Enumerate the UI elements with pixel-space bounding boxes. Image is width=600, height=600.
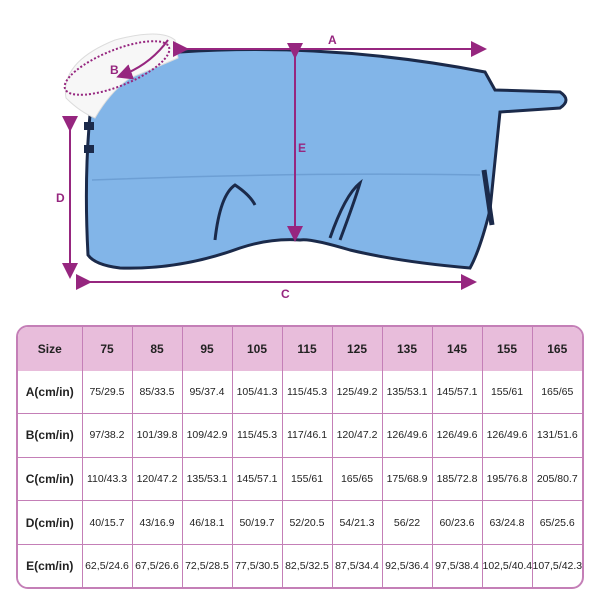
table-cell: 43/16.9 — [131, 500, 183, 546]
size-column-header: 75 — [81, 327, 133, 371]
table-row: C(cm/in) 110/43.3 120/47.2 135/53.1 145/57.1… — [18, 456, 582, 502]
table-cell: 125/49.2 — [331, 371, 383, 414]
table-cell: 175/68.9 — [381, 456, 433, 502]
row-label: E(cm/in) — [18, 544, 83, 587]
header-row: Size 75 85 95 105 115 125 135 145 155 165 — [18, 327, 582, 371]
table-cell: 195/76.8 — [481, 456, 533, 502]
table-cell: 102,5/40.4 — [481, 544, 533, 587]
table-cell: 72,5/28.5 — [181, 544, 233, 587]
table-row: B(cm/in) 97/38.2 101/39.8 109/42.9 115/45.3 1… — [18, 412, 582, 458]
table-cell: 46/18.1 — [181, 500, 233, 546]
belly-strap-right — [328, 178, 363, 241]
size-chart-table: Size 75 85 95 105 115 125 135 145 155 165 A(cm/in… — [16, 325, 584, 589]
label-c: C — [281, 287, 290, 301]
table-cell: 135/53.1 — [381, 371, 433, 414]
table-cell: 67,5/26.6 — [131, 544, 183, 587]
table-cell: 155/61 — [281, 456, 333, 502]
table-cell: 97,5/38.4 — [431, 544, 483, 587]
label-b: B — [110, 63, 119, 77]
table-cell: 65/25.6 — [531, 500, 582, 546]
table-cell: 115/45.3 — [231, 412, 283, 458]
table-cell: 50/19.7 — [231, 500, 283, 546]
table-cell: 145/57.1 — [431, 371, 483, 414]
table-cell: 135/53.1 — [181, 456, 233, 502]
size-column-header: 115 — [281, 327, 333, 371]
table-cell: 120/47.2 — [331, 412, 383, 458]
table-cell: 126/49.6 — [481, 412, 533, 458]
table-cell: 52/20.5 — [281, 500, 333, 546]
table-cell: 60/23.6 — [431, 500, 483, 546]
table-cell: 107,5/42.3 — [531, 544, 582, 587]
blanket-body — [84, 48, 568, 270]
table-cell: 87,5/34.4 — [331, 544, 383, 587]
size-column-header: 135 — [381, 327, 433, 371]
size-column-header: 85 — [131, 327, 183, 371]
table-cell: 82,5/32.5 — [281, 544, 333, 587]
table-cell: 92,5/36.4 — [381, 544, 433, 587]
table-cell: 115/45.3 — [281, 371, 333, 414]
table-cell: 165/65 — [531, 371, 582, 414]
table-cell: 63/24.8 — [481, 500, 533, 546]
size-header: Size — [18, 327, 83, 371]
table-cell: 126/49.6 — [431, 412, 483, 458]
label-a: A — [328, 33, 337, 47]
table-cell: 205/80.7 — [531, 456, 582, 502]
table-cell: 185/72.8 — [431, 456, 483, 502]
size-column-header: 105 — [231, 327, 283, 371]
table-cell: 110/43.3 — [81, 456, 133, 502]
chest-buckle — [84, 122, 94, 130]
measure-b-ellipse — [63, 40, 171, 96]
table-cell: 56/22 — [381, 500, 433, 546]
table-cell: 117/46.1 — [281, 412, 333, 458]
table-cell: 109/42.9 — [181, 412, 233, 458]
table-cell: 97/38.2 — [81, 412, 133, 458]
table-cell: 95/37.4 — [181, 371, 233, 414]
label-e: E — [298, 141, 306, 155]
row-label: B(cm/in) — [18, 412, 83, 458]
size-column-header: 165 — [531, 327, 582, 371]
size-column-header: 125 — [331, 327, 383, 371]
horse-blanket-diagram: A B C D E — [56, 33, 568, 301]
measure-b-arrow — [116, 39, 169, 80]
size-column-header: 145 — [431, 327, 483, 371]
blanket-image — [64, 33, 568, 270]
table-cell: 165/65 — [331, 456, 383, 502]
table-cell: 126/49.6 — [381, 412, 433, 458]
table-row: D(cm/in) 40/15.7 43/16.9 46/18.1 50/19.7 52/2… — [18, 500, 582, 546]
chest-buckle — [84, 145, 94, 153]
table-cell: 62,5/24.6 — [81, 544, 133, 587]
table-row: A(cm/in) 75/29.5 85/33.5 95/37.4 105/41.3 115… — [18, 371, 582, 414]
belly-strap-left — [213, 183, 257, 241]
table-cell: 85/33.5 — [131, 371, 183, 414]
table-cell: 120/47.2 — [131, 456, 183, 502]
table-cell: 155/61 — [481, 371, 533, 414]
table-cell: 77,5/30.5 — [231, 544, 283, 587]
size-column-header: 95 — [181, 327, 233, 371]
table-cell: 145/57.1 — [231, 456, 283, 502]
tail-strap — [481, 169, 495, 226]
label-d: D — [56, 191, 65, 205]
table-cell: 101/39.8 — [131, 412, 183, 458]
dimension-arrows — [62, 39, 487, 290]
size-column-header: 155 — [481, 327, 533, 371]
table-cell: 40/15.7 — [81, 500, 133, 546]
table-cell: 105/41.3 — [231, 371, 283, 414]
row-label: C(cm/in) — [18, 456, 83, 502]
table-row: E(cm/in) 62,5/24.6 67,5/26.6 72,5/28.5 77,5/… — [18, 544, 582, 587]
row-label: A(cm/in) — [18, 371, 83, 414]
row-label: D(cm/in) — [18, 500, 83, 546]
table-cell: 131/51.6 — [531, 412, 582, 458]
table-cell: 54/21.3 — [331, 500, 383, 546]
table-cell: 75/29.5 — [81, 371, 133, 414]
